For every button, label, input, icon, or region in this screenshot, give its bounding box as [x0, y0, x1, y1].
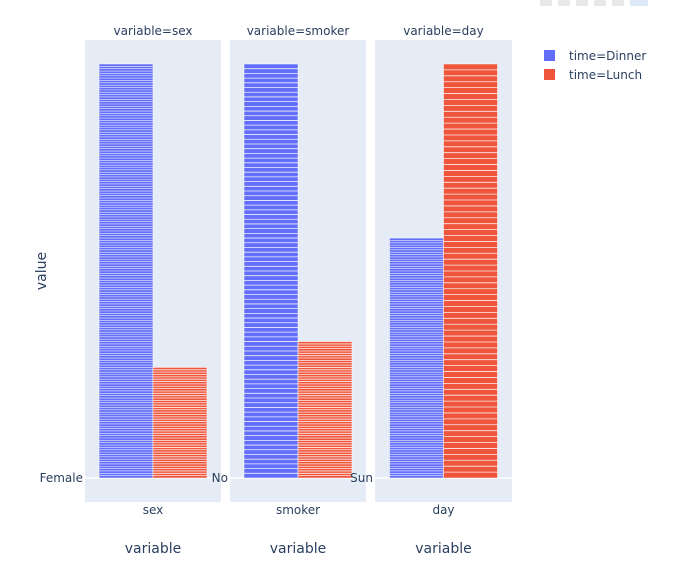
- bar-outline: [297, 341, 353, 479]
- bar-segment-lines: [244, 68, 298, 474]
- legend-label-lunch: time=Lunch: [569, 68, 642, 82]
- bar-smoker-lunch[interactable]: [297, 341, 353, 479]
- autoscale-icon[interactable]: [612, 0, 624, 6]
- select-icon[interactable]: [594, 0, 606, 6]
- bar-outline: [98, 63, 154, 479]
- bar-outline: [243, 63, 299, 479]
- facet-title: variable=day: [403, 24, 484, 38]
- x-tick-label: sex: [143, 503, 164, 517]
- plotly-logo-icon[interactable]: [630, 0, 648, 6]
- bar-sex-dinner[interactable]: [98, 63, 154, 479]
- x-axis-title: variable: [270, 541, 326, 557]
- facet-title: variable=smoker: [247, 24, 350, 38]
- bar-day-dinner[interactable]: [389, 237, 444, 479]
- x-axis-title: variable: [125, 541, 181, 557]
- x-axis-title: variable: [415, 541, 471, 557]
- bar-sex-lunch[interactable]: [152, 367, 208, 479]
- zoom-icon[interactable]: [558, 0, 570, 6]
- bar-outline: [443, 63, 498, 479]
- y-tick-label: No: [212, 471, 228, 485]
- y-tick-label: Sun: [350, 471, 373, 485]
- bar-smoker-dinner[interactable]: [243, 63, 299, 479]
- bar-segment-lines: [298, 343, 352, 477]
- x-tick-label: smoker: [276, 503, 320, 517]
- legend-label-dinner: time=Dinner: [569, 49, 646, 63]
- legend-swatch-dinner: [544, 50, 555, 61]
- bar-segment-lines: [389, 240, 444, 476]
- bar-outline: [152, 367, 208, 479]
- y-tick-label: Female: [40, 471, 83, 485]
- modebar[interactable]: [540, 0, 648, 6]
- bar-segment-lines: [99, 66, 153, 476]
- facet-title: variable=sex: [114, 24, 193, 38]
- pan-icon[interactable]: [576, 0, 588, 6]
- bar-day-lunch[interactable]: [443, 63, 498, 479]
- bar-segment-lines: [443, 69, 498, 473]
- y-axis-title: value: [34, 252, 50, 290]
- x-tick-label: day: [432, 503, 454, 517]
- camera-icon[interactable]: [540, 0, 552, 6]
- legend-swatch-lunch: [544, 69, 555, 80]
- bar-segment-lines: [153, 369, 207, 477]
